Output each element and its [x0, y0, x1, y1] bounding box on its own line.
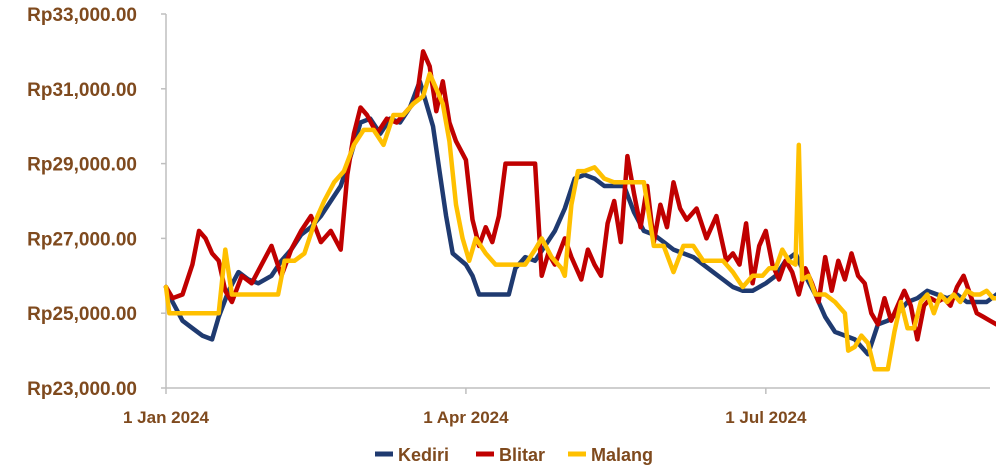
series-line-malang [163, 71, 996, 372]
x-tick-label: 1 Apr 2024 [423, 408, 509, 427]
legend: Kediri Blitar Malang [375, 445, 653, 465]
y-tick-label: Rp29,000.00 [27, 155, 137, 176]
x-tick-label: 1 Jan 2024 [123, 408, 210, 427]
y-axis-ticks: Rp23,000.00 Rp25,000.00 Rp27,000.00 Rp29,00… [27, 5, 166, 400]
chart-axes [165, 14, 990, 389]
x-tick-label: 1 Jul 2024 [725, 408, 807, 427]
series-line-blitar [163, 49, 996, 342]
y-tick-label: Rp33,000.00 [27, 5, 137, 26]
y-tick-label: Rp23,000.00 [27, 379, 137, 400]
x-axis-ticks: 1 Jan 2024 1 Apr 2024 1 Jul 2024 [123, 388, 807, 427]
y-tick-label: Rp27,000.00 [27, 229, 137, 250]
legend-label-kediri: Kediri [398, 445, 449, 465]
series-lines [163, 49, 996, 372]
y-tick-label: Rp31,000.00 [27, 80, 137, 101]
legend-label-malang: Malang [591, 445, 653, 465]
legend-label-blitar: Blitar [499, 445, 545, 465]
y-tick-label: Rp25,000.00 [27, 304, 137, 325]
